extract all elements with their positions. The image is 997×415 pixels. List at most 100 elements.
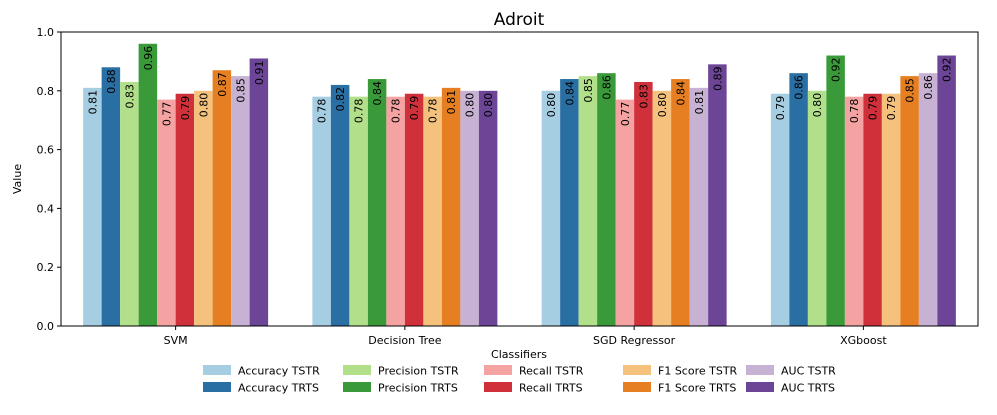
bar [386, 96, 405, 327]
bar [807, 90, 827, 326]
y-tick-label: 0.8 [37, 85, 55, 98]
bar-value-label: 0.80 [656, 93, 669, 118]
bar-value-label: 0.86 [793, 75, 806, 100]
x-tick-label: Decision Tree [368, 334, 441, 347]
bar-value-label: 0.87 [216, 72, 229, 97]
bar [212, 70, 232, 326]
bar-data-labels: 0.81 0.88 0.83 0.96 0.77 0.79 0.80 0.87 0.85 0.91… [86, 46, 953, 126]
bar-value-label: 0.92 [830, 58, 843, 83]
x-tick-label: XGboost [840, 334, 887, 347]
bar [770, 93, 790, 327]
bar-value-label: 0.81 [445, 90, 458, 115]
bar-value-label: 0.84 [563, 81, 576, 106]
legend-label: Accuracy TRTS [238, 382, 319, 395]
y-tick-label: 0.0 [37, 320, 55, 333]
bar [615, 99, 635, 327]
bar [231, 76, 250, 326]
bar-value-label: 0.91 [253, 60, 266, 85]
bar [900, 76, 919, 326]
bar-value-label: 0.86 [922, 75, 935, 100]
bar [194, 90, 213, 326]
bar [708, 64, 727, 326]
bar-value-label: 0.83 [123, 84, 136, 109]
bar-value-label: 0.96 [142, 46, 155, 70]
bar [423, 96, 442, 327]
bar-value-label: 0.80 [811, 93, 824, 118]
x-tick-label: SVM [164, 334, 188, 347]
bar-value-label: 0.77 [160, 102, 173, 127]
bar-value-label: 0.77 [619, 102, 632, 127]
bar-marks [83, 43, 956, 327]
bar-value-label: 0.80 [545, 93, 558, 118]
bar [83, 87, 102, 326]
bar-value-label: 0.84 [371, 81, 384, 106]
x-axis-label: Classifiers [491, 348, 547, 361]
bar-value-label: 0.79 [408, 96, 421, 121]
legend-swatch [746, 382, 774, 392]
bar [652, 90, 672, 326]
y-tick-label: 0.6 [37, 144, 55, 157]
bar-value-label: 0.81 [86, 90, 99, 115]
bar [918, 73, 938, 326]
bar-value-label: 0.79 [179, 96, 192, 121]
bar [671, 79, 690, 326]
bar [367, 79, 387, 326]
bar [175, 93, 195, 327]
bar [560, 79, 579, 326]
y-tick-label: 0.2 [37, 261, 55, 274]
legend-swatch [623, 382, 651, 392]
plot-frame [60, 31, 979, 327]
legend-swatch [484, 382, 512, 392]
bar [597, 73, 616, 326]
legend-label: AUC TRTS [781, 382, 835, 395]
bar [826, 55, 845, 327]
bar-value-label: 0.86 [600, 75, 613, 100]
y-axis-label: Value [11, 164, 24, 194]
bar-value-label: 0.81 [693, 90, 706, 115]
legend-label: Accuracy TSTR [238, 365, 320, 378]
bar-value-label: 0.78 [353, 99, 366, 124]
bar [478, 90, 498, 326]
bar [789, 73, 808, 326]
bar [312, 96, 331, 327]
legend-swatch [484, 365, 512, 375]
x-tick-label: SGD Regressor [593, 334, 676, 347]
bar-value-label: 0.79 [885, 96, 898, 121]
legend-label: F1 Score TRTS [658, 382, 736, 395]
bar-value-label: 0.92 [941, 58, 954, 83]
bar-value-label: 0.79 [774, 96, 787, 121]
bar-value-label: 0.80 [464, 93, 477, 118]
bar [689, 87, 709, 326]
y-tick-label: 1.0 [37, 26, 55, 39]
bar-value-label: 0.78 [316, 99, 329, 124]
bar [120, 81, 139, 326]
bar [844, 96, 864, 327]
bar [634, 81, 653, 326]
y-axis: 0.0 0.2 0.4 0.6 0.8 1.0 [37, 26, 61, 333]
bar-value-label: 0.78 [427, 99, 440, 124]
legend-swatch [203, 365, 231, 375]
bar-value-label: 0.83 [637, 84, 650, 109]
bar-value-label: 0.82 [334, 87, 347, 112]
legend-label: Precision TRTS [378, 382, 458, 395]
legend-swatch [343, 382, 371, 392]
bar [881, 93, 901, 327]
bar-value-label: 0.88 [105, 69, 118, 94]
legend-swatch [623, 365, 651, 375]
bar-value-label: 0.84 [674, 81, 687, 106]
bar-value-label: 0.85 [904, 78, 917, 103]
legend-label: Recall TSTR [519, 365, 584, 378]
legend-label: AUC TSTR [781, 365, 836, 378]
bar-value-label: 0.80 [482, 93, 495, 118]
bar-value-label: 0.89 [711, 66, 724, 91]
bar [441, 87, 461, 326]
bar [349, 96, 368, 327]
bar-value-label: 0.78 [848, 99, 861, 124]
bar-value-label: 0.78 [390, 99, 403, 124]
legend: Accuracy TSTR Accuracy TRTS Precision TSTR… [203, 365, 836, 395]
legend-swatch [203, 382, 231, 392]
legend-label: Precision TSTR [378, 365, 459, 378]
legend-swatch [746, 365, 774, 375]
bar [404, 93, 424, 327]
